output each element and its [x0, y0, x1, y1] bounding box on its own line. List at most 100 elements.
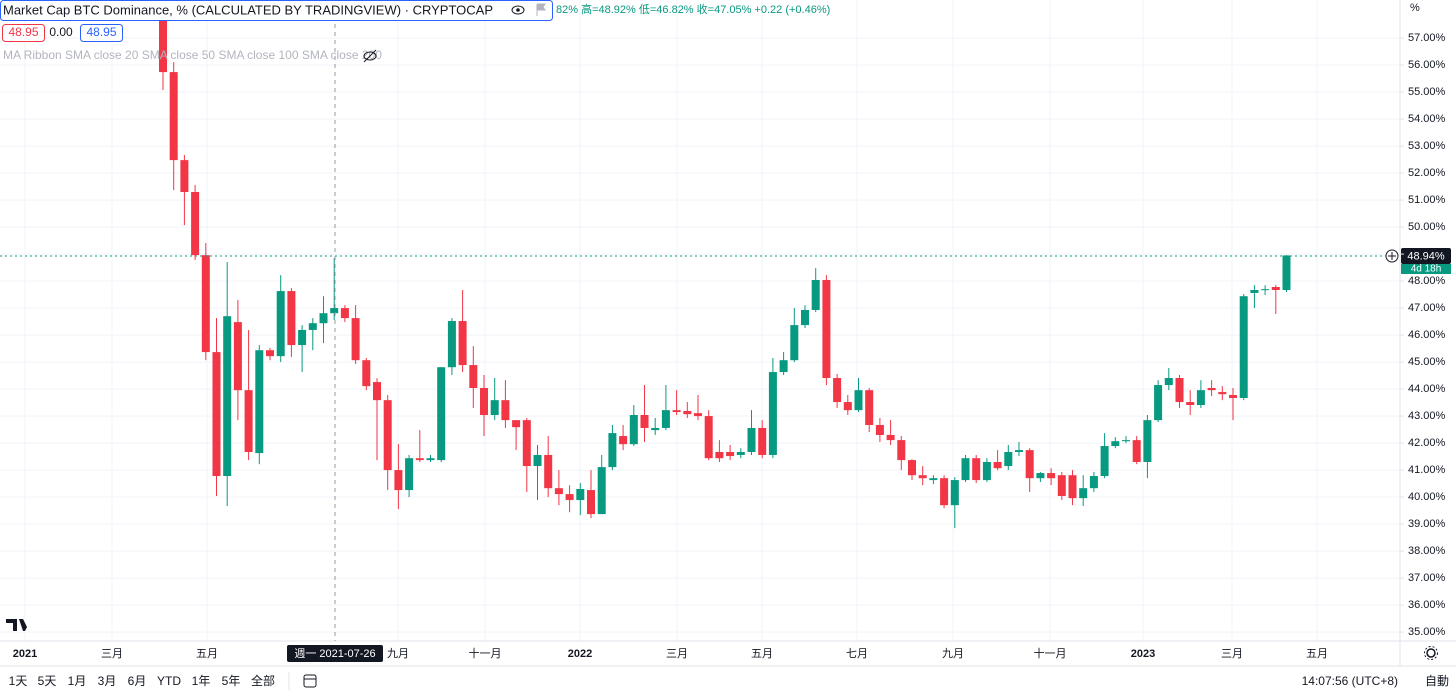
plus-icon — [1388, 252, 1396, 260]
range-button[interactable]: 1天 — [9, 674, 28, 688]
x-tick-label: 五月 — [751, 648, 773, 660]
grid — [0, 0, 1400, 641]
candle-body — [330, 308, 339, 314]
y-tick-label: 51.00% — [1408, 194, 1446, 206]
range-button[interactable]: 1月 — [68, 674, 87, 688]
candle-body — [255, 350, 264, 454]
y-tick-label: 54.00% — [1408, 113, 1446, 125]
legend-value: 48.95 — [86, 25, 116, 39]
candle-body — [554, 488, 563, 495]
y-tick-label: 46.00% — [1408, 329, 1446, 341]
candle-body — [394, 470, 403, 491]
candle-body — [1047, 473, 1056, 479]
candle-body — [308, 323, 317, 330]
candle-body — [661, 410, 670, 428]
last-price: 48.94% — [1407, 250, 1445, 262]
candle-body — [1132, 440, 1141, 462]
candle-body — [822, 279, 831, 379]
x-tick-label: 2021 — [13, 648, 37, 660]
y-tick-label: 41.00% — [1408, 464, 1446, 476]
candle-body — [801, 309, 809, 326]
candle-body — [1207, 388, 1216, 391]
candle-body — [640, 415, 649, 428]
y-tick-label: 36.00% — [1408, 599, 1446, 611]
candle-body — [415, 458, 424, 461]
candle-body — [501, 400, 510, 421]
candle-body — [1229, 395, 1237, 398]
candle-body — [287, 291, 296, 346]
clock[interactable]: 14:07:56 (UTC+8) — [1302, 674, 1398, 688]
crosshair-box — [287, 645, 383, 662]
candle-body — [747, 427, 756, 452]
candle-body — [683, 410, 692, 415]
eye-icon[interactable] — [511, 5, 525, 15]
flag-icon[interactable] — [536, 3, 546, 16]
candle-body — [843, 402, 852, 411]
calendar-icon[interactable] — [303, 674, 317, 688]
candle-body — [276, 291, 285, 357]
candle-body — [565, 494, 574, 501]
candle-body — [512, 420, 521, 428]
candle-body — [886, 434, 895, 441]
candles — [159, 0, 1291, 529]
candle-body — [929, 478, 938, 481]
y-tick-label: 53.00% — [1408, 140, 1446, 152]
candle-body — [1015, 450, 1023, 452]
candle-body — [1261, 289, 1270, 291]
legend-box[interactable] — [0, 0, 553, 21]
y-tick-label: 49.00% — [1408, 248, 1446, 260]
candle-body — [982, 461, 991, 481]
x-tick-label: 三月 — [101, 648, 123, 660]
x-tick-label: 五月 — [196, 648, 218, 660]
candle-body — [875, 424, 884, 435]
y-tick-label: 52.00% — [1408, 167, 1446, 179]
range-button[interactable]: 1年 — [192, 674, 211, 688]
candle-body — [544, 454, 553, 489]
range-button[interactable]: YTD — [157, 674, 181, 688]
x-tick-label: 五月 — [1306, 648, 1328, 660]
logo[interactable] — [6, 619, 31, 631]
range-button[interactable]: 6月 — [128, 674, 147, 688]
candle-body — [1164, 378, 1173, 386]
legend-title: Market Cap BTC Dominance, % (CALCULATED … — [3, 2, 493, 17]
range-button[interactable]: 3月 — [98, 674, 117, 688]
candle-body — [1250, 289, 1259, 293]
candle-body — [437, 367, 446, 461]
candle-body — [169, 72, 178, 161]
candle-body — [1036, 473, 1045, 479]
range-button[interactable]: 全部 — [251, 673, 275, 688]
candle-body — [1122, 440, 1130, 442]
candle-body — [961, 458, 970, 481]
y-tick-label: 57.00% — [1408, 32, 1446, 44]
candle-body — [480, 388, 488, 416]
candle-body — [159, 0, 167, 73]
candle-body — [362, 360, 371, 387]
range-button[interactable]: 5天 — [38, 674, 57, 688]
candle-body — [1154, 385, 1163, 421]
range-button[interactable]: 5年 — [222, 674, 241, 688]
legend-value: 48.95 — [8, 25, 38, 39]
candle-body — [1111, 441, 1120, 447]
candle-body — [447, 321, 456, 368]
candle-body — [897, 440, 906, 461]
y-tick-label: 56.00% — [1408, 59, 1446, 71]
candle-body — [1079, 488, 1088, 499]
hidden-icon[interactable] — [363, 49, 377, 63]
candle-body — [694, 413, 702, 417]
y-tick-label: 37.00% — [1408, 572, 1446, 584]
candle-body — [1004, 451, 1013, 467]
candle-body — [180, 160, 189, 192]
candle-body — [1271, 287, 1280, 290]
x-tick-label: 2023 — [1131, 648, 1155, 660]
scale-button[interactable]: 自動 — [1425, 674, 1449, 688]
candle-body — [918, 475, 927, 479]
candle-body — [715, 451, 724, 459]
settings-icon[interactable] — [1424, 646, 1438, 660]
candle-body — [1239, 296, 1248, 398]
candle-body — [1100, 446, 1109, 477]
y-tick-label: 55.00% — [1408, 86, 1446, 98]
y-tick-label: 39.00% — [1408, 518, 1446, 530]
y-tick-label: 45.00% — [1408, 356, 1446, 368]
x-tick-label: 十一月 — [469, 646, 502, 660]
candle-body — [1025, 450, 1034, 479]
